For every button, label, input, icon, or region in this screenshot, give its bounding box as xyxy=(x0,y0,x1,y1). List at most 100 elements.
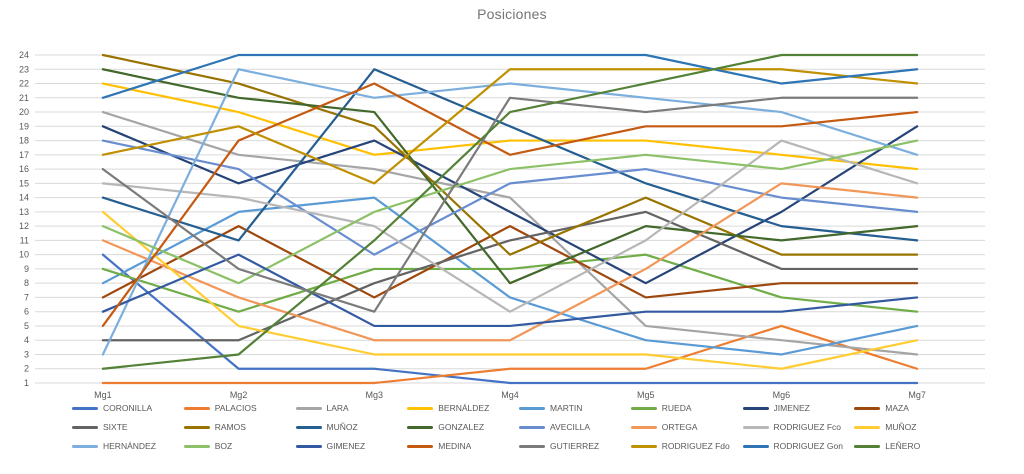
y-tick-label: 12 xyxy=(19,221,29,231)
y-tick-label: 4 xyxy=(24,335,29,345)
y-tick-label: 8 xyxy=(24,278,29,288)
y-tick-label: 18 xyxy=(19,136,29,146)
legend-item-CORONILLA: CORONILLA xyxy=(72,403,180,413)
series-line-CORONILLA xyxy=(101,253,919,385)
series-line-AVECILLA xyxy=(101,139,919,256)
legend-item-BERNÁLDEZ: BERNÁLDEZ xyxy=(407,403,515,413)
y-tick-label: 13 xyxy=(19,207,29,217)
y-tick-label: 1 xyxy=(24,378,29,388)
series-line-LARA xyxy=(101,110,919,356)
plot-area: 123456789101112131415161718192021222324M… xyxy=(19,50,985,400)
legend-item-HERNÁNDEZ: HERNÁNDEZ xyxy=(72,441,180,451)
legend-item-AVECILLA: AVECILLA xyxy=(519,422,627,432)
legend-label: LEÑERO xyxy=(885,441,921,451)
series-line-GONZALEZ xyxy=(101,68,919,285)
legend-item-MEDINA: MEDINA xyxy=(407,441,515,451)
series-line-GUTIERREZ xyxy=(101,96,919,313)
legend-swatch-icon xyxy=(742,425,769,429)
legend-swatch-icon xyxy=(630,406,657,410)
legend-item-RAMOS: RAMOS xyxy=(183,422,292,432)
y-tick-label: 11 xyxy=(20,235,29,245)
legend-item-LARA: LARA xyxy=(295,403,404,413)
legend-label: AVECILLA xyxy=(550,422,591,432)
x-tick-label: Mg5 xyxy=(637,390,655,400)
y-tick-label: 16 xyxy=(19,164,29,174)
legend-item-MUÑOZ: MUÑOZ xyxy=(854,422,962,432)
legend-swatch-icon xyxy=(854,425,881,429)
y-tick-label: 14 xyxy=(19,193,29,203)
series-line-PALACIOS xyxy=(101,324,919,385)
series-line-HERNÁNDEZ xyxy=(101,68,919,356)
legend-label: GUTIERREZ xyxy=(550,441,600,451)
y-tick-label: 19 xyxy=(19,121,29,131)
series-line-MAZA xyxy=(101,225,919,299)
y-tick-label: 2 xyxy=(24,364,29,374)
series-line-RAMOS xyxy=(101,53,919,256)
chart-title: Posiciones xyxy=(477,6,547,22)
y-tick-label: 23 xyxy=(19,64,29,74)
y-tick-label: 22 xyxy=(19,79,29,89)
y-tick-label: 6 xyxy=(24,307,29,317)
y-tick-label: 17 xyxy=(19,150,29,160)
legend-swatch-icon xyxy=(407,444,434,448)
series-line-RODRIGUEZ Gon xyxy=(101,53,919,99)
y-tick-label: 20 xyxy=(19,107,29,117)
legend-label: RODRIGUEZ Fdo xyxy=(661,441,730,451)
legend-swatch-icon xyxy=(183,425,210,429)
legend-label: LARA xyxy=(326,403,349,413)
legend-swatch-icon xyxy=(183,406,210,410)
y-tick-label: 3 xyxy=(24,349,29,359)
legend-swatch-icon xyxy=(72,406,98,410)
series-line-JIMENEZ xyxy=(101,125,919,285)
legend-swatch-icon xyxy=(519,444,545,448)
legend-item-MAZA: MAZA xyxy=(854,403,962,413)
legend-swatch-icon xyxy=(72,425,98,429)
legend-label: SIXTE xyxy=(103,422,128,432)
legend-item-JIMENEZ: JIMENEZ xyxy=(742,403,851,413)
x-tick-label: Mg6 xyxy=(773,390,791,400)
legend-item-SIXTE: SIXTE xyxy=(72,422,180,432)
legend-item-MUÑOZ: MUÑOZ xyxy=(295,422,404,432)
legend-item-RODRIGUEZ Fdo: RODRIGUEZ Fdo xyxy=(630,441,739,451)
y-tick-label: 5 xyxy=(24,321,29,331)
legend-label: MEDINA xyxy=(438,441,472,451)
legend-item-LEÑERO: LEÑERO xyxy=(854,441,962,451)
legend-label: HERNÁNDEZ xyxy=(103,441,156,451)
legend-item-GIMENEZ: GIMENEZ xyxy=(295,441,404,451)
legend-item-ORTEGA: ORTEGA xyxy=(630,422,739,432)
legend-label: ORTEGA xyxy=(661,422,698,432)
series-line-RODRIGUEZ Fco xyxy=(101,139,919,313)
legend-label: RAMOS xyxy=(214,422,246,432)
legend-item-BOZ: BOZ xyxy=(183,441,292,451)
series-line-RODRIGUEZ Fdo xyxy=(101,68,919,185)
series-line-MUÑOZ xyxy=(101,210,919,370)
legend-swatch-icon xyxy=(295,444,322,448)
legend-item-GUTIERREZ: GUTIERREZ xyxy=(519,441,627,451)
legend-label: RODRIGUEZ Fco xyxy=(773,422,842,432)
legend-label: GIMENEZ xyxy=(326,441,366,451)
legend-swatch-icon xyxy=(295,406,322,410)
legend-swatch-icon xyxy=(519,406,545,410)
legend-item-RUEDA: RUEDA xyxy=(630,403,739,413)
legend-item-PALACIOS: PALACIOS xyxy=(183,403,292,413)
series-line-MARTIN xyxy=(101,196,919,356)
series-line-BERNÁLDEZ xyxy=(101,82,919,171)
chart-legend: CORONILLA PALACIOS LARA BERNÁLDEZ MARTIN RUED… xyxy=(72,403,962,451)
x-tick-label: Mg4 xyxy=(501,390,519,400)
legend-item-RODRIGUEZ Gon: RODRIGUEZ Gon xyxy=(742,441,851,451)
legend-item-GONZALEZ: GONZALEZ xyxy=(407,422,515,432)
legend-swatch-icon xyxy=(519,425,545,429)
legend-swatch-icon xyxy=(630,444,657,448)
legend-label: RODRIGUEZ Gon xyxy=(773,441,843,451)
legend-label: CORONILLA xyxy=(103,403,153,413)
legend-label: JIMENEZ xyxy=(773,403,810,413)
series-line-MUÑOZ xyxy=(101,68,919,242)
legend-label: BOZ xyxy=(214,441,233,451)
legend-swatch-icon xyxy=(183,444,210,448)
series-line-RUEDA xyxy=(101,253,919,313)
y-tick-label: 9 xyxy=(24,264,29,274)
legend-swatch-icon xyxy=(742,444,769,448)
legend-label: MAZA xyxy=(885,403,909,413)
series-line-GIMENEZ xyxy=(101,253,919,328)
